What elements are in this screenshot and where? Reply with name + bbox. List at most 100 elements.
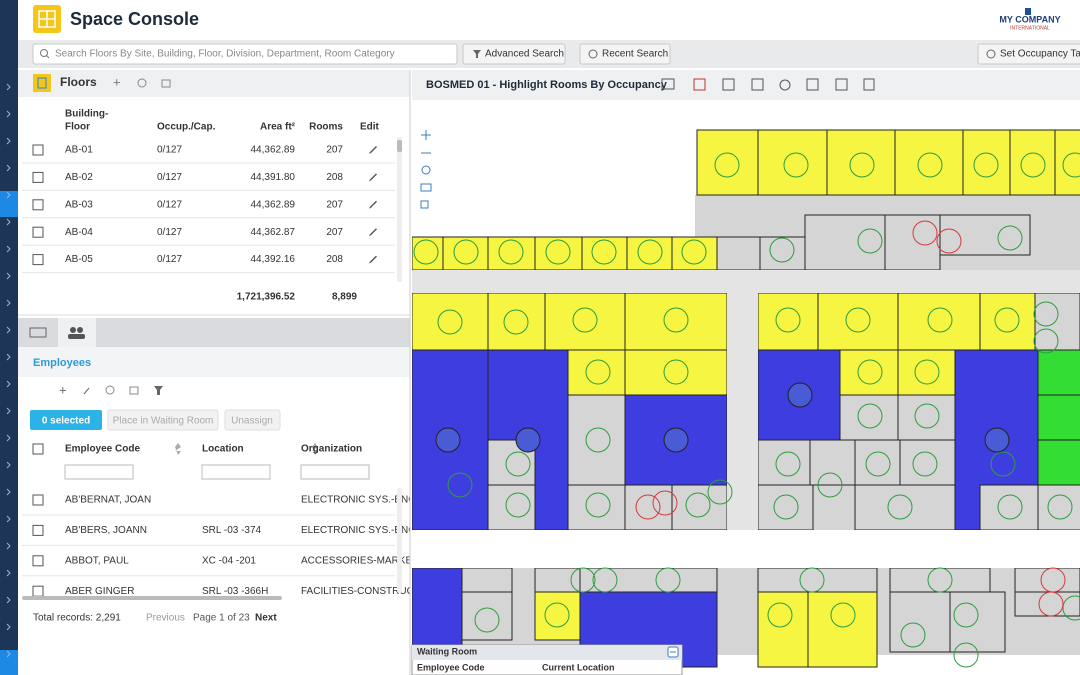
occupancy-label: Set Occupancy Tar [1000,49,1080,60]
floors-table: Building- Floor Occup./Cap. Area ft² Rooms Ed… [22,109,395,303]
sidebar-chevron[interactable] [6,461,11,469]
row-checkbox[interactable] [32,199,44,211]
cell: AB-01 [65,145,93,156]
row-checkbox[interactable] [32,494,44,506]
sidebar-chevron[interactable] [6,299,11,307]
sidebar-chevron[interactable] [6,110,11,118]
edit-icon[interactable] [369,200,377,209]
row-checkbox[interactable] [32,585,44,597]
settings-icon[interactable] [137,78,147,88]
cell: 0/127 [157,227,182,238]
sidebar-chevron[interactable] [6,650,11,658]
unassign-button[interactable] [224,409,281,431]
edit-icon[interactable] [369,255,377,264]
sidebar-chevron[interactable] [6,434,11,442]
waiting-col: Current Location [542,662,615,672]
cell: AB'BERNAT, JOAN [65,495,151,506]
header-checkbox[interactable] [32,443,44,455]
sidebar-chevron[interactable] [6,218,11,226]
plan-toolbar [412,70,1080,100]
floors-header [18,70,410,97]
tab-rooms[interactable] [29,327,47,338]
sort-icon[interactable] [312,443,318,455]
sidebar-chevron[interactable] [6,326,11,334]
next-link[interactable]: Next [255,613,277,624]
scrollbar[interactable] [397,140,402,152]
recent-search-label: Recent Search [602,49,668,60]
sidebar-chevron[interactable] [6,191,11,199]
edit-icon[interactable] [369,173,377,182]
cell: 44,362.87 [251,227,296,238]
cell: AB-02 [65,172,93,183]
sidebar-chevron[interactable] [6,83,11,91]
floor-plan [412,129,1080,668]
column-header: Rooms [309,122,343,133]
sidebar-chevron[interactable] [6,515,11,523]
h-scrollbar[interactable] [22,596,282,600]
sidebar-bottom[interactable] [0,650,18,675]
row-checkbox[interactable] [32,144,44,156]
sidebar-chevron[interactable] [6,272,11,280]
employees-title: Employees [33,357,91,369]
previous-link[interactable]: Previous [146,613,185,624]
sidebar-chevron[interactable] [6,596,11,604]
edit-icon[interactable] [369,146,377,154]
sidebar-active[interactable] [0,191,18,217]
waiting-button[interactable] [107,409,219,431]
sort-icon[interactable] [175,443,181,455]
cell: SRL -03 -374 [202,525,262,536]
sidebar-chevron[interactable] [6,623,11,631]
waiting-room-title: Waiting Room [417,646,477,656]
column-header: Building- [65,109,108,120]
company-sub: INTERNATIONAL [1010,25,1050,31]
sidebar-chevron[interactable] [6,569,11,577]
cell: ABER GINGER [65,586,134,597]
column-filter[interactable] [64,464,134,480]
total: 1,721,396.52 [237,292,296,303]
sidebar-chevron[interactable] [6,353,11,361]
tab-employees[interactable] [58,318,96,347]
cell: 44,392.16 [251,254,296,265]
sidebar-chevron[interactable] [6,542,11,550]
row-checkbox[interactable] [32,524,44,536]
recent-search-button[interactable] [579,43,671,65]
column-filter[interactable] [201,464,271,480]
cell: AB-04 [65,227,93,238]
cell: 44,391.80 [251,172,296,183]
total: 8,899 [332,292,357,303]
cell: 44,362.89 [251,145,296,156]
search-input[interactable] [32,43,458,65]
plan-title: BOSMED 01 - Highlight Rooms By Occupancy [426,79,668,91]
row-checkbox[interactable] [32,226,44,238]
sidebar-chevron[interactable] [6,488,11,496]
map-tools[interactable] [420,130,432,209]
row-checkbox[interactable] [32,555,44,567]
selected-button[interactable] [30,410,102,430]
row-checkbox[interactable] [32,254,44,266]
plan-tools[interactable] [661,78,875,91]
occupancy-button[interactable] [977,43,1080,65]
sidebar-chevron[interactable] [6,164,11,172]
cell: ABBOT, PAUL [65,555,129,566]
rows: AB'BERNAT, JOAN ELECTRONIC SYS.-ENG AB'BER… [22,494,410,597]
edit-icon[interactable] [369,228,377,237]
sidebar-chevron[interactable] [6,407,11,415]
sidebar-chevron[interactable] [6,137,11,145]
column-filter[interactable] [300,464,370,480]
floors-icon [33,74,51,92]
column-header: Employee Code [65,444,140,455]
row-checkbox[interactable] [32,171,44,183]
cell: 208 [326,172,343,183]
export-icon[interactable] [161,79,171,88]
add-icon[interactable]: + [113,74,121,89]
cell: XC -04 -201 [202,555,256,566]
cell: 207 [326,145,343,156]
unassign-label: Unassign [231,416,273,427]
advanced-search-button[interactable] [462,43,566,65]
company-logo: MY COMPANY [999,14,1060,24]
waiting-col: Employee Code [417,662,485,672]
total-records: Total records: 2,291 [33,613,121,624]
sidebar-chevron[interactable] [6,245,11,253]
sidebar-chevron[interactable] [6,380,11,388]
emp-add[interactable]: + [59,382,67,397]
